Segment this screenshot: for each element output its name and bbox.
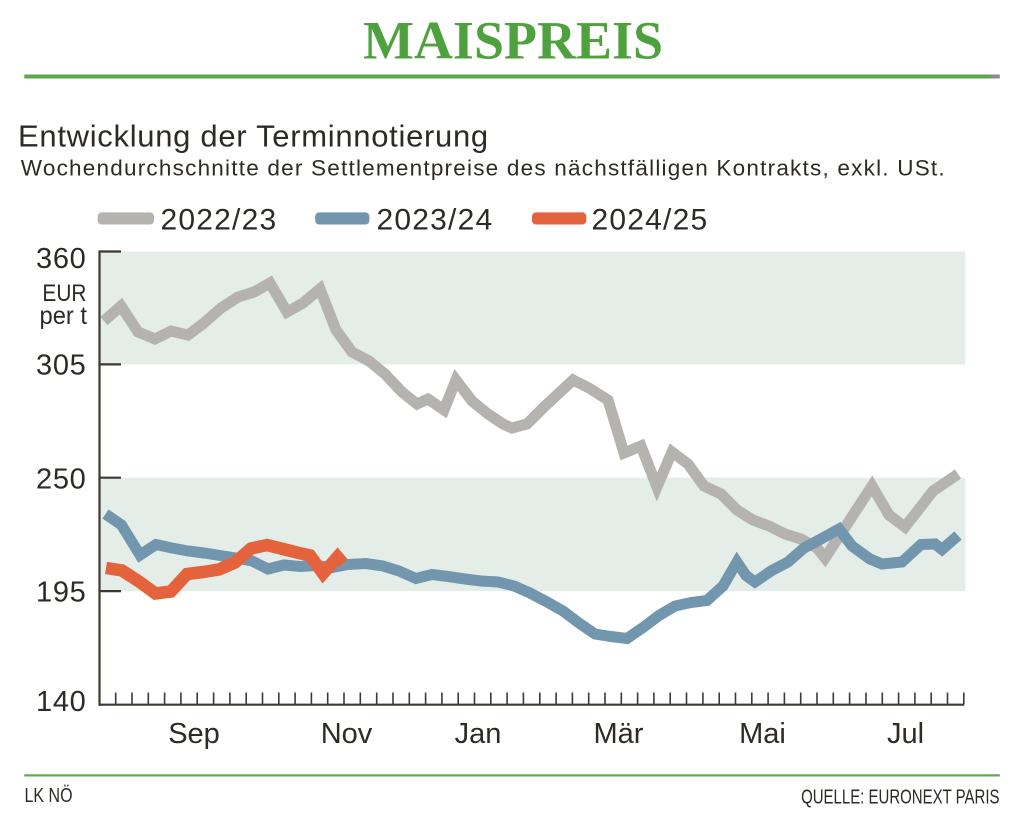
svg-text:QUELLE: EURONEXT PARIS: QUELLE: EURONEXT PARIS	[801, 785, 999, 808]
svg-text:195: 195	[36, 577, 87, 609]
svg-text:360: 360	[36, 243, 87, 275]
svg-text:Mai: Mai	[739, 718, 786, 750]
svg-text:MAISPREIS: MAISPREIS	[363, 10, 663, 70]
svg-text:Entwicklung der Terminnotierun: Entwicklung der Terminnotierung	[18, 119, 489, 154]
svg-text:Jul: Jul	[887, 718, 924, 750]
svg-text:305: 305	[36, 350, 87, 382]
svg-text:Jan: Jan	[455, 718, 502, 750]
svg-text:EUR: EUR	[42, 280, 86, 307]
svg-text:2024/25: 2024/25	[592, 204, 709, 237]
svg-text:2022/23: 2022/23	[161, 204, 278, 237]
svg-text:Sep: Sep	[168, 718, 220, 750]
svg-text:140: 140	[36, 686, 87, 718]
svg-text:2023/24: 2023/24	[377, 204, 494, 237]
svg-text:Wochendurchschnitte der Settle: Wochendurchschnitte der Settlementpreise…	[21, 156, 946, 181]
svg-text:Mär: Mär	[594, 718, 644, 750]
svg-text:LK NÖ: LK NÖ	[25, 784, 73, 806]
svg-text:per t: per t	[39, 302, 87, 330]
svg-text:Nov: Nov	[321, 718, 373, 750]
svg-text:250: 250	[36, 463, 87, 495]
